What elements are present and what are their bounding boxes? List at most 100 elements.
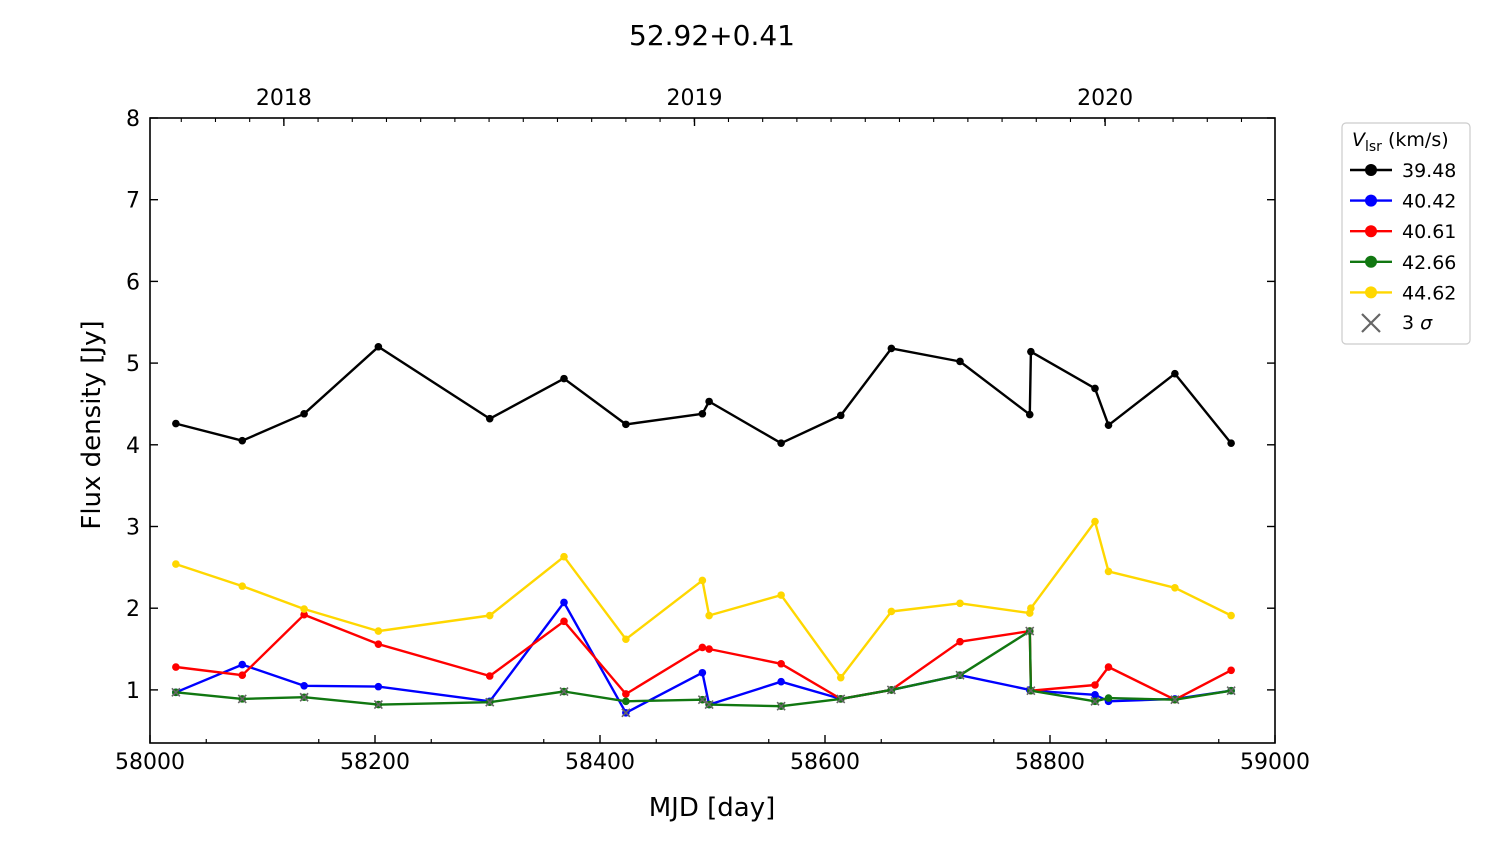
data-point-40.42 <box>1091 690 1099 699</box>
sigma-marker <box>1090 696 1100 706</box>
data-point-40.61 <box>705 645 713 653</box>
data-point-44.62 <box>300 605 308 613</box>
data-point-44.62 <box>1104 567 1113 576</box>
legend-label-42.66: 42.66 <box>1402 252 1456 274</box>
sigma-marker <box>704 700 714 710</box>
data-point-40.42 <box>300 682 308 690</box>
legend-sigma-icon <box>1361 313 1381 333</box>
sigma-marker <box>485 697 495 707</box>
y-tick-label: 3 <box>126 515 140 540</box>
data-point-39.48 <box>374 342 383 351</box>
top-year-label: 2018 <box>256 86 312 111</box>
data-point-44.62 <box>172 560 180 568</box>
legend-marker-40.42 <box>1365 194 1377 207</box>
data-point-39.48 <box>956 357 964 366</box>
sigma-marker <box>237 694 247 704</box>
sigma-marker <box>886 685 896 695</box>
data-point-39.48 <box>1025 410 1034 419</box>
data-point-44.62 <box>887 607 896 616</box>
data-point-40.61 <box>374 640 383 648</box>
data-point-40.61 <box>777 659 785 668</box>
data-point-44.62 <box>1171 583 1179 592</box>
data-point-40.61 <box>622 690 630 698</box>
y-tick-label: 1 <box>126 679 140 704</box>
data-point-39.48 <box>836 411 845 420</box>
legend-marker-44.62 <box>1365 286 1377 299</box>
data-point-44.62 <box>374 627 383 635</box>
x-tick-label: 58000 <box>115 750 185 775</box>
data-point-42.66 <box>622 697 630 706</box>
data-point-40.61 <box>1104 663 1113 671</box>
x-axis-label: MJD [day] <box>649 793 776 823</box>
sigma-marker <box>1026 686 1036 696</box>
y-tick-label: 8 <box>126 107 140 132</box>
y-tick-label: 7 <box>126 189 140 214</box>
data-point-44.62 <box>485 611 494 620</box>
sigma-marker <box>836 694 846 704</box>
data-point-44.62 <box>560 552 568 561</box>
data-point-40.42 <box>698 668 707 677</box>
data-point-39.48 <box>777 439 785 447</box>
data-point-40.42 <box>560 598 568 607</box>
data-point-39.48 <box>300 409 308 418</box>
data-point-40.61 <box>698 643 707 652</box>
legend-marker-40.61 <box>1365 225 1377 238</box>
data-point-40.61 <box>238 671 247 679</box>
x-tick-label: 58400 <box>565 750 635 775</box>
data-point-40.42 <box>374 682 383 691</box>
data-point-39.48 <box>887 344 896 353</box>
series-line-42.66 <box>175 629 1232 708</box>
data-point-39.48 <box>172 419 180 428</box>
series-line-39.48 <box>175 345 1233 445</box>
data-point-39.48 <box>1104 421 1113 429</box>
data-point-39.48 <box>705 397 713 406</box>
legend-marker-39.48 <box>1365 164 1377 176</box>
data-point-44.62 <box>705 611 713 620</box>
legend-title-sub: lsr <box>1365 139 1382 155</box>
top-year-label: 2020 <box>1077 86 1133 111</box>
data-point-40.61 <box>956 637 964 646</box>
legend: Vlsr (km/s) 39.48 40.42 40.61 42.66 44.62 3 σ <box>1341 122 1471 345</box>
sigma-marker <box>1170 695 1180 705</box>
legend-label-40.61: 40.61 <box>1402 221 1456 243</box>
data-point-44.62 <box>622 635 630 644</box>
sigma-marker <box>559 686 569 697</box>
data-point-44.62 <box>238 582 247 590</box>
sigma-marker <box>621 708 631 718</box>
data-point-39.48 <box>622 420 630 429</box>
y-tick-label: 2 <box>126 597 140 622</box>
data-point-40.61 <box>485 672 494 680</box>
plot-frame <box>149 117 1276 744</box>
sigma-marker <box>955 670 965 680</box>
sigma-marker <box>373 700 383 710</box>
legend-marker-42.66 <box>1365 255 1377 268</box>
data-point-44.62 <box>956 599 964 608</box>
data-point-44.62 <box>1027 604 1035 612</box>
data-point-40.61 <box>1227 666 1235 675</box>
data-point-40.61 <box>300 610 308 619</box>
axis-ticks: 58000 58200 58400 58600 58800 59000 2018 2019 20… <box>115 86 1310 775</box>
x-tick-label: 58600 <box>790 750 860 775</box>
data-point-40.42 <box>777 677 785 686</box>
sigma-marker <box>1226 686 1236 696</box>
sigma-marker <box>1025 626 1035 636</box>
data-point-39.48 <box>238 436 247 445</box>
y-tick-label: 4 <box>126 434 140 459</box>
data-point-42.66 <box>1104 694 1113 702</box>
top-year-label: 2019 <box>667 86 723 111</box>
data-point-40.61 <box>172 663 180 671</box>
data-point-44.62 <box>698 576 707 585</box>
legend-title: Vlsr (km/s) <box>1352 129 1449 155</box>
sigma-marker <box>299 692 309 702</box>
data-point-40.61 <box>560 617 568 626</box>
data-point-39.48 <box>1091 384 1099 393</box>
sigma-marker <box>171 687 181 697</box>
data-point-44.62 <box>1227 611 1235 620</box>
data-point-39.48 <box>1171 369 1179 378</box>
legend-label-40.42: 40.42 <box>1402 191 1456 213</box>
data-point-39.48 <box>1027 347 1035 356</box>
legend-title-main: V <box>1352 129 1367 151</box>
legend-label-44.62: 44.62 <box>1402 282 1456 304</box>
y-tick-label: 6 <box>126 270 140 295</box>
